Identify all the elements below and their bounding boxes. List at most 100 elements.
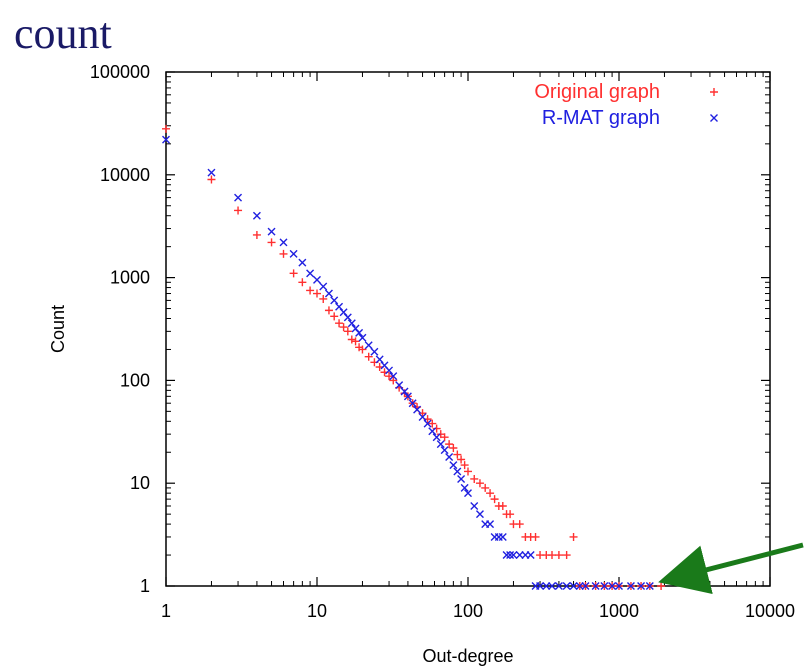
- rmat-graph-point: [385, 366, 394, 375]
- original-graph-point: [298, 278, 307, 287]
- original-graph-point: [207, 175, 216, 184]
- original-graph-point: [234, 206, 243, 215]
- original-graph-point: [364, 352, 373, 361]
- rmat-graph-point: [395, 381, 404, 390]
- rmat-graph-point: [502, 551, 511, 560]
- original-graph-point: [385, 372, 394, 381]
- rmat-graph-point: [403, 392, 412, 401]
- rmat-graph-point: [554, 582, 563, 590]
- y-tick-label: 10000: [100, 165, 150, 185]
- rmat-graph-point: [418, 413, 427, 422]
- original-graph-point: [460, 461, 469, 470]
- rmat-graph-point: [319, 282, 328, 291]
- rmat-graph-point: [581, 582, 590, 590]
- rmat-graph-point: [449, 461, 458, 470]
- annotation-arrow: [658, 542, 804, 595]
- y-axis-label: Count: [48, 305, 68, 353]
- rmat-graph-point: [591, 582, 600, 590]
- rmat-graph-point: [548, 582, 556, 590]
- original-graph-point: [449, 443, 458, 452]
- rmat-graph-point: [413, 405, 422, 414]
- rmat-graph-point: [436, 440, 445, 449]
- y-tick-label: 100: [120, 370, 150, 390]
- x-axis-label: Out-degree: [422, 646, 513, 666]
- rmat-graph-point: [509, 551, 518, 560]
- slide-heading: count: [14, 9, 112, 58]
- rmat-graph-point: [615, 582, 623, 590]
- rmat-graph-point: [562, 582, 571, 590]
- original-graph-point: [335, 319, 344, 328]
- rmat-graph-point: [324, 289, 333, 298]
- rmat-graph-point: [298, 258, 307, 267]
- original-graph-point: [440, 433, 449, 442]
- original-graph-point: [515, 520, 524, 529]
- original-graph-point: [481, 483, 490, 492]
- original-graph-point: [347, 335, 356, 344]
- original-graph-point: [162, 124, 170, 133]
- rmat-graph-point: [542, 582, 551, 590]
- rmat-graph-point: [207, 168, 216, 177]
- rmat-graph-point: [423, 419, 432, 428]
- rmat-graph-point: [432, 433, 441, 442]
- rmat-graph-point: [475, 510, 484, 519]
- x-tick-label: 1: [161, 601, 171, 621]
- original-graph-point: [569, 532, 578, 541]
- rmat-graph-point: [637, 582, 646, 590]
- original-graph-point: [343, 327, 352, 336]
- plot-frame: [165, 71, 771, 587]
- rmat-graph-point: [526, 551, 535, 560]
- rmat-graph-point: [370, 347, 379, 356]
- y-tick-label: 10: [130, 473, 150, 493]
- rmat-graph-point: [347, 319, 356, 328]
- legend-label-original: Original graph: [534, 81, 660, 103]
- rmat-graph-point: [428, 427, 437, 436]
- original-graph-point: [464, 467, 472, 476]
- rmat-graph-point: [470, 502, 479, 511]
- original-graph-point: [457, 455, 466, 464]
- legend-marker-original: [710, 88, 718, 96]
- rmat-graph-point: [400, 387, 409, 396]
- original-graph-point: [554, 551, 563, 560]
- original-graph-point: [289, 269, 298, 278]
- original-graph-point: [432, 424, 441, 433]
- rmat-graph-point: [445, 452, 454, 461]
- rmat-graph-point: [279, 238, 288, 247]
- original-graph-point: [306, 286, 315, 295]
- original-graph-point: [470, 474, 479, 483]
- y-ticks: 1 10 100 1000 10000 100000: [90, 62, 770, 596]
- original-graph-point: [252, 230, 261, 239]
- rmat-graph-point: [453, 467, 462, 476]
- rmat-graph-point: [536, 582, 545, 590]
- original-graph-point: [428, 419, 437, 428]
- rmat-graph-point: [600, 582, 609, 590]
- rmat-graph-point: [389, 372, 398, 381]
- original-graph-point: [486, 489, 495, 498]
- rmat-graph-point: [306, 269, 315, 278]
- y-tick-label: 1000: [110, 268, 150, 288]
- original-graph-point: [389, 376, 398, 385]
- rmat-graph-point: [460, 483, 469, 492]
- rmat-graph-point: [498, 532, 507, 541]
- y-tick-label: 1: [140, 576, 150, 596]
- rmat-graph-point: [252, 211, 261, 220]
- data-points: [162, 124, 666, 590]
- x-tick-label: 1000: [599, 601, 639, 621]
- original-graph-point: [267, 238, 276, 247]
- rmat-graph-point: [267, 227, 276, 236]
- original-graph-point: [339, 323, 348, 332]
- original-graph-point: [279, 249, 288, 258]
- rmat-graph-point: [408, 399, 417, 408]
- original-graph-point: [324, 306, 333, 315]
- rmat-graph-point: [464, 489, 472, 498]
- legend-plus-icon: [710, 88, 718, 96]
- legend: Original graph R-MAT graph: [534, 81, 718, 129]
- original-graph-point: [351, 337, 360, 346]
- original-graph-point: [475, 479, 484, 488]
- original-graph-point: [330, 312, 339, 321]
- rmat-graph-point: [162, 135, 170, 144]
- y-tick-label: 100000: [90, 62, 150, 82]
- rmat-graph-point: [358, 333, 367, 342]
- original-graph-point: [319, 294, 328, 303]
- original-graph-point: [506, 510, 515, 519]
- rmat-graph-point: [234, 193, 243, 202]
